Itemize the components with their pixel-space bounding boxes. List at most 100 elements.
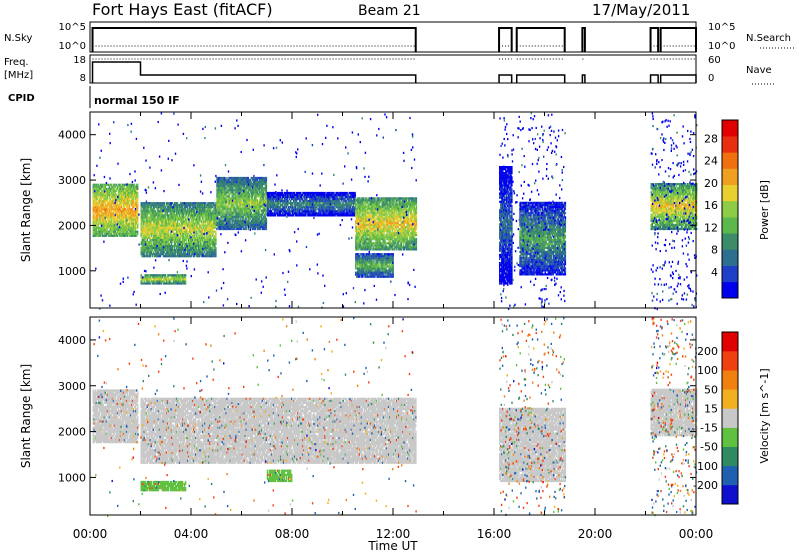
power-cell	[98, 234, 100, 237]
power-cell	[162, 242, 165, 246]
power-cell	[183, 230, 186, 233]
power-cell	[207, 251, 209, 254]
power-cell	[95, 230, 97, 233]
power-cell	[163, 220, 166, 223]
power-cell	[126, 234, 129, 237]
power-cell	[164, 212, 167, 215]
power-cell	[136, 216, 138, 219]
power-cell	[154, 220, 156, 223]
power-cell	[94, 218, 96, 221]
power-cell	[123, 230, 126, 233]
power-cell	[195, 230, 197, 233]
power-cell	[105, 191, 108, 195]
power-cell	[141, 251, 143, 254]
power-cell	[111, 200, 114, 203]
power-cell	[92, 216, 94, 219]
power-cell	[177, 224, 180, 227]
power-cell	[102, 191, 104, 195]
power-cell	[120, 218, 123, 221]
power-cell	[245, 225, 247, 229]
power-cell	[179, 208, 182, 211]
power-cell	[198, 214, 200, 217]
power-cell	[122, 212, 125, 215]
power-cell	[161, 208, 164, 211]
power-cell	[142, 224, 144, 227]
power-cell	[165, 251, 168, 254]
power-cell	[180, 214, 183, 217]
power-cell	[265, 181, 268, 184]
power-cell	[204, 220, 206, 223]
power-cell	[161, 230, 164, 233]
power-cell	[110, 226, 113, 229]
power-cell	[169, 220, 172, 223]
power-cell	[94, 202, 96, 205]
power-cell	[170, 204, 173, 207]
power-cell	[169, 222, 172, 225]
power-cell	[194, 216, 196, 219]
power-cell	[201, 242, 203, 246]
power-cell	[151, 214, 153, 217]
power-cell	[133, 189, 136, 192]
power-cell	[109, 204, 112, 207]
power-cell	[193, 220, 195, 223]
power-cell	[97, 214, 99, 217]
power-cell	[142, 255, 144, 258]
power-cell	[204, 240, 206, 244]
power-cell	[200, 247, 202, 250]
power-cell	[216, 201, 218, 204]
power-cell	[120, 200, 123, 203]
power-cell	[120, 195, 123, 199]
power-cell	[170, 255, 173, 258]
power-cell	[178, 255, 181, 258]
power-cell	[113, 202, 116, 205]
power-cell	[184, 253, 187, 256]
power-cell	[182, 242, 185, 246]
power-cell	[160, 234, 163, 237]
power-cell	[115, 198, 118, 201]
power-cell	[105, 220, 108, 223]
power-cell	[132, 232, 135, 235]
power-cell	[125, 187, 128, 190]
power-cell	[247, 191, 249, 194]
power-cell	[156, 232, 159, 235]
power-cell	[186, 253, 188, 256]
power-cell	[133, 230, 136, 233]
power-cell	[125, 189, 128, 192]
power-cell	[206, 242, 208, 246]
power-cell	[129, 200, 132, 203]
power-cell	[217, 185, 219, 188]
power-cell	[113, 183, 116, 186]
power-cell	[140, 234, 142, 237]
power-cell	[175, 216, 178, 219]
power-cell	[183, 216, 186, 219]
power-cell	[101, 210, 103, 213]
power-cell	[99, 183, 101, 186]
power-cell	[106, 187, 109, 190]
power-cell	[179, 202, 182, 205]
power-cell	[194, 212, 196, 215]
power-cell	[210, 236, 212, 239]
power-cell	[107, 218, 110, 221]
power-cell	[98, 212, 100, 215]
power-cell	[152, 204, 154, 207]
power-cell	[177, 249, 180, 252]
power-cell	[207, 247, 209, 250]
power-cell	[201, 230, 203, 233]
power-cell	[114, 226, 117, 229]
power-cell	[248, 219, 250, 222]
power-cell	[187, 224, 189, 227]
power-cell	[204, 255, 206, 258]
power-cell	[180, 210, 183, 213]
power-cell	[175, 224, 178, 227]
power-cell	[122, 222, 125, 225]
power-cell	[164, 253, 167, 256]
power-cell	[93, 230, 95, 233]
power-cell	[134, 210, 137, 213]
power-cell	[196, 240, 198, 244]
power-cell	[158, 202, 161, 205]
power-cell	[93, 191, 95, 195]
power-cell	[118, 193, 121, 197]
power-cell	[93, 193, 95, 197]
power-cell	[208, 216, 210, 219]
power-cell	[98, 228, 100, 231]
